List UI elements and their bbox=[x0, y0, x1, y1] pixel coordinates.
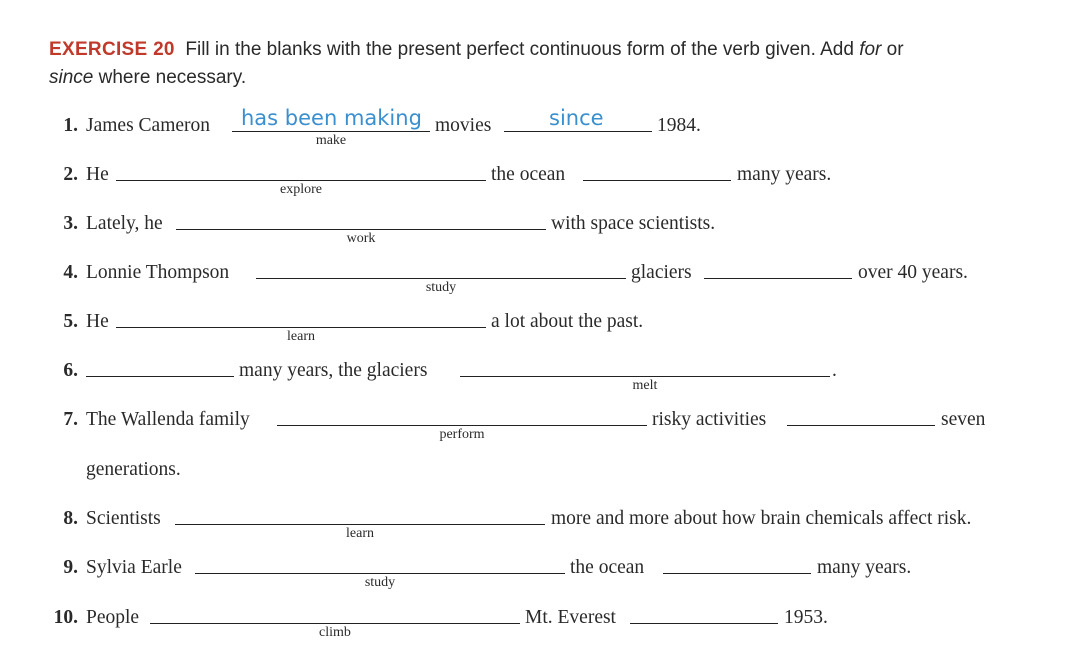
item-number: 10. bbox=[53, 607, 78, 628]
answer-blank-verb[interactable] bbox=[175, 524, 545, 525]
item-text: 1953. bbox=[784, 607, 828, 628]
instruction-text-3: where necessary. bbox=[93, 67, 247, 88]
item-text: People bbox=[86, 607, 140, 628]
verb-hint: perform bbox=[439, 427, 485, 442]
exercise-item-7-continued: generations. bbox=[0, 455, 1088, 485]
item-text: Scientists bbox=[86, 508, 161, 529]
item-text: a lot about the past. bbox=[491, 311, 644, 332]
item-text: He bbox=[86, 311, 109, 332]
exercise-item-1: 1. James Cameron has been making make mo… bbox=[0, 106, 1088, 148]
item-text: over 40 years. bbox=[858, 262, 968, 283]
exercise-item-9: 9. Sylvia Earle study the ocean many yea… bbox=[0, 553, 1088, 590]
verb-hint: explore bbox=[280, 182, 322, 197]
item-number: 4. bbox=[63, 262, 78, 283]
verb-hint: melt bbox=[632, 378, 658, 393]
verb-hint: work bbox=[346, 231, 376, 246]
item-text: The Wallenda family bbox=[86, 409, 250, 430]
item-text: Mt. Everest bbox=[525, 607, 616, 628]
item-number: 1. bbox=[63, 115, 78, 136]
answer-blank-verb[interactable] bbox=[176, 229, 546, 230]
exercise-item-8: 8. Scientists learn more and more about … bbox=[0, 504, 1088, 541]
item-number: 7. bbox=[63, 409, 78, 430]
answer-blank-verb[interactable] bbox=[195, 573, 565, 574]
item-text: Sylvia Earle bbox=[86, 557, 182, 578]
verb-hint: learn bbox=[346, 526, 374, 541]
verb-hint: make bbox=[315, 133, 347, 148]
verb-hint: learn bbox=[287, 329, 315, 344]
answer-blank-verb[interactable] bbox=[116, 180, 486, 181]
item-text: Lonnie Thompson bbox=[86, 262, 230, 283]
answer-blank-for-since[interactable] bbox=[86, 376, 234, 377]
verb-hint: study bbox=[425, 280, 457, 295]
item-text: the ocean bbox=[570, 557, 645, 578]
item-text: the ocean bbox=[491, 164, 566, 185]
verb-hint: study bbox=[364, 575, 396, 590]
handwritten-answer-verb: has been making bbox=[241, 106, 422, 130]
exercise-item-7: 7. The Wallenda family perform risky act… bbox=[0, 405, 1088, 442]
item-number: 5. bbox=[63, 311, 78, 332]
item-text: with space scientists. bbox=[551, 213, 716, 234]
exercise-item-6: 6. many years, the glaciers melt . bbox=[0, 356, 1088, 393]
item-text: generations. bbox=[86, 459, 181, 480]
verb-hint: climb bbox=[319, 625, 351, 640]
answer-blank-verb[interactable] bbox=[460, 376, 830, 377]
item-text: movies bbox=[435, 115, 492, 136]
answer-blank-for-since[interactable] bbox=[787, 425, 935, 426]
item-text: risky activities bbox=[652, 409, 767, 430]
answer-blank-for-since[interactable] bbox=[663, 573, 811, 574]
answer-blank-for-since[interactable] bbox=[630, 623, 778, 624]
exercise-label: EXERCISE 20 bbox=[49, 39, 175, 60]
exercise-instructions: EXERCISE 20 Fill in the blanks with the … bbox=[49, 36, 1049, 92]
exercise-item-2: 2. He explore the ocean many years. bbox=[0, 160, 1088, 197]
answer-blank-verb[interactable] bbox=[256, 278, 626, 279]
answer-blank-verb[interactable] bbox=[277, 425, 647, 426]
item-text: James Cameron bbox=[86, 115, 211, 136]
item-number: 9. bbox=[63, 557, 78, 578]
exercise-item-10: 10. People climb Mt. Everest 1953. bbox=[0, 603, 1088, 640]
instruction-for: for bbox=[859, 39, 882, 60]
item-text: many years. bbox=[737, 164, 832, 185]
handwritten-answer-for-since: since bbox=[549, 106, 604, 130]
instruction-text-1: Fill in the blanks with the present perf… bbox=[185, 39, 860, 60]
answer-blank-verb[interactable] bbox=[150, 623, 520, 624]
item-text: Lately, he bbox=[86, 213, 163, 234]
exercise-item-3: 3. Lately, he work with space scientists… bbox=[0, 209, 1088, 246]
answer-blank-for-since[interactable] bbox=[704, 278, 852, 279]
item-text: He bbox=[86, 164, 109, 185]
item-number: 2. bbox=[63, 164, 78, 185]
item-text: many years, the glaciers bbox=[239, 360, 428, 381]
item-number: 3. bbox=[63, 213, 78, 234]
answer-blank-for-since[interactable] bbox=[583, 180, 731, 181]
answer-blank-verb[interactable] bbox=[116, 327, 486, 328]
item-number: 6. bbox=[63, 360, 78, 381]
item-text: . bbox=[832, 360, 837, 381]
instruction-text-2: or bbox=[881, 39, 904, 60]
exercise-item-4: 4. Lonnie Thompson study glaciers over 4… bbox=[0, 258, 1088, 295]
item-number: 8. bbox=[63, 508, 78, 529]
instruction-since: since bbox=[49, 67, 94, 88]
item-text: glaciers bbox=[631, 262, 692, 283]
answer-blank-for-since[interactable] bbox=[504, 131, 652, 132]
item-text: many years. bbox=[817, 557, 912, 578]
item-text: more and more about how brain chemicals … bbox=[551, 508, 972, 529]
exercise-item-5: 5. He learn a lot about the past. bbox=[0, 307, 1088, 344]
answer-blank-verb[interactable] bbox=[232, 131, 430, 132]
item-text: seven bbox=[941, 409, 986, 430]
item-text: 1984. bbox=[657, 115, 701, 136]
